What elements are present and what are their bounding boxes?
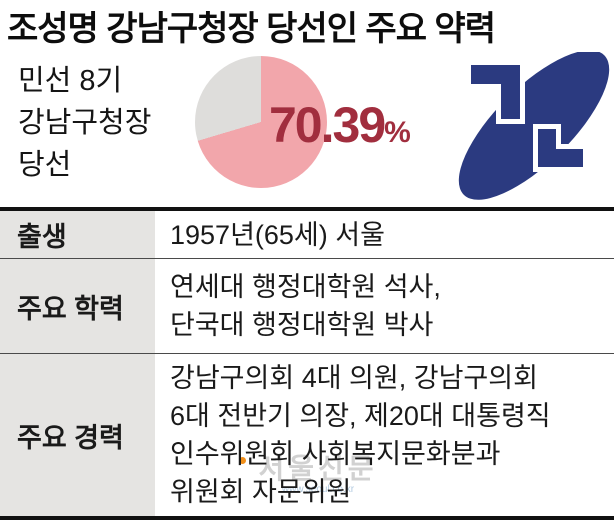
watermark: 서울신문 www.seoul.co.kr — [233, 447, 403, 495]
pie-caption: 민선 8기 강남구청장 당선 — [18, 60, 151, 186]
profile-table: 출생 1957년(65세) 서울 주요 학력 연세대 행정대학원 석사, 단국대… — [0, 207, 614, 520]
row-value: 강남구의회 4대 의원, 강남구의회 6대 전반기 의장, 제20대 대통령직 … — [155, 354, 614, 516]
row-value-line: 위원회 자문위원 — [170, 477, 352, 507]
row-value-line: 인수위원회 사회복지문화분과 — [170, 439, 501, 469]
pie-value-number: 70.39 — [269, 97, 386, 153]
table-row-birth: 출생 1957년(65세) 서울 — [0, 211, 614, 258]
row-value-line: 1957년(65세) 서울 — [170, 219, 385, 250]
row-value-line: 강남구의회 4대 의원, 강남구의회 — [170, 363, 538, 393]
table-row-education: 주요 학력 연세대 행정대학원 석사, 단국대 행정대학원 박사 — [0, 258, 614, 353]
row-label: 주요 학력 — [0, 259, 155, 353]
row-value: 1957년(65세) 서울 — [155, 211, 614, 258]
pie-value-label: 70.39% — [269, 100, 411, 150]
pie-caption-line: 당선 — [18, 149, 72, 181]
page-title: 조성명 강남구청장 당선인 주요 약력 — [7, 10, 496, 48]
watermark-orange-dot-icon — [239, 457, 246, 464]
row-value-line: 단국대 행정대학원 박사 — [170, 310, 434, 340]
pie-chart — [195, 56, 327, 188]
row-value: 연세대 행정대학원 석사, 단국대 행정대학원 박사 — [155, 259, 614, 353]
pie-caption-line: 민선 8기 — [18, 65, 123, 97]
watermark-logo-text: 서울신문 — [258, 453, 378, 484]
pie-value-unit: % — [384, 116, 411, 149]
table-row-career: 주요 경력 강남구의회 4대 의원, 강남구의회 6대 전반기 의장, 제20대… — [0, 353, 614, 516]
row-value-line: 연세대 행정대학원 석사, — [170, 272, 441, 302]
row-label: 출생 — [0, 211, 155, 258]
row-value-line: 6대 전반기 의장, 제20대 대통령직 — [170, 401, 551, 431]
gangnam-gu-logo-icon — [458, 52, 610, 200]
row-label: 주요 경력 — [0, 354, 155, 516]
watermark-url: www.seoul.co.kr — [281, 484, 355, 495]
pie-caption-line: 강남구청장 — [18, 107, 152, 139]
